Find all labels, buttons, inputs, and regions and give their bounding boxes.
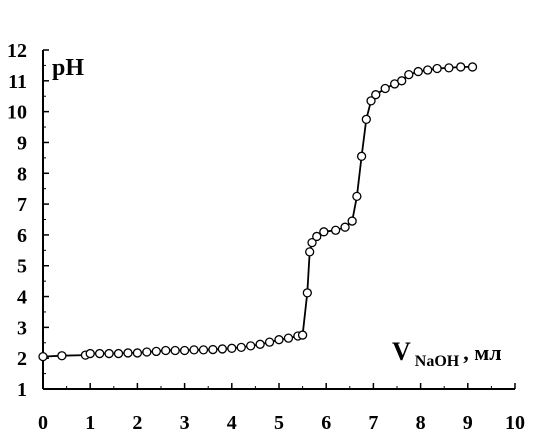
data-point: [312, 231, 322, 242]
x-tick-label: 2: [132, 412, 142, 434]
series-line: [42, 66, 473, 358]
data-point: [246, 341, 256, 351]
data-point: [189, 345, 199, 355]
data-point: [198, 345, 209, 355]
y-tick-label: 6: [17, 225, 27, 247]
y-tick-label: 2: [17, 348, 27, 370]
data-point: [227, 343, 237, 353]
data-point: [423, 65, 433, 75]
data-point: [113, 348, 124, 359]
data-point: [340, 222, 350, 232]
data-point: [255, 339, 265, 349]
data-point: [38, 351, 48, 362]
y-tick-label: 4: [17, 287, 27, 309]
data-point: [305, 247, 315, 257]
data-point: [444, 63, 454, 73]
data-point: [371, 90, 381, 100]
y-tick-label: 9: [17, 132, 27, 154]
data-point: [151, 346, 161, 357]
data-point: [404, 70, 414, 80]
data-point: [297, 330, 308, 340]
chart-series: [38, 62, 478, 362]
data-point: [85, 348, 95, 359]
data-point: [170, 345, 180, 356]
data-point: [208, 344, 218, 355]
data-point: [366, 96, 376, 106]
data-point: [57, 351, 67, 361]
x-axis-label-subscript: NaOH: [415, 353, 460, 370]
data-point: [104, 348, 114, 359]
data-point: [274, 335, 284, 345]
data-point: [283, 333, 294, 343]
data-point: [361, 114, 371, 124]
data-point: [432, 63, 442, 74]
x-axis-label-main: V: [392, 337, 411, 366]
y-tick-label: 3: [17, 317, 27, 339]
data-point: [380, 83, 390, 94]
data-point: [123, 348, 133, 358]
y-tick-label: 11: [8, 71, 27, 93]
x-tick-label: 5: [274, 412, 284, 434]
data-point: [456, 62, 466, 72]
x-tick-label: 1: [85, 412, 95, 434]
y-tick-label: 1: [17, 379, 27, 401]
data-point: [142, 347, 152, 357]
data-point: [413, 66, 423, 77]
data-point: [217, 344, 228, 354]
data-point: [302, 288, 312, 298]
x-axis-label-unit: , мл: [463, 340, 501, 365]
x-tick-label: 7: [368, 412, 378, 434]
data-point: [94, 348, 105, 359]
x-tick-label: 0: [38, 412, 48, 434]
y-tick-label: 8: [17, 163, 27, 185]
x-tick-label: 3: [180, 412, 190, 434]
x-axis-label: V NaOH , мл: [392, 337, 502, 370]
data-point: [236, 342, 246, 353]
y-axis-label: pH: [52, 55, 84, 81]
data-point: [307, 237, 317, 248]
x-tick-label: 4: [227, 412, 237, 434]
data-point: [179, 345, 190, 356]
y-tick-label: 12: [7, 40, 27, 62]
data-point: [330, 225, 341, 235]
data-point: [347, 216, 357, 226]
data-point: [264, 337, 275, 347]
y-tick-label: 7: [17, 194, 27, 216]
y-tick-label: 10: [7, 102, 27, 124]
y-tick-label: 5: [17, 256, 27, 278]
data-point: [132, 348, 143, 358]
data-point: [397, 76, 407, 86]
x-tick-label: 8: [416, 412, 426, 434]
x-tick-label: 6: [321, 412, 331, 434]
x-tick-label: 10: [505, 412, 525, 434]
data-point: [352, 191, 362, 202]
data-point: [319, 227, 329, 237]
x-tick-label: 9: [463, 412, 473, 434]
data-point: [356, 151, 367, 161]
data-point: [467, 62, 478, 72]
data-point: [161, 345, 171, 356]
